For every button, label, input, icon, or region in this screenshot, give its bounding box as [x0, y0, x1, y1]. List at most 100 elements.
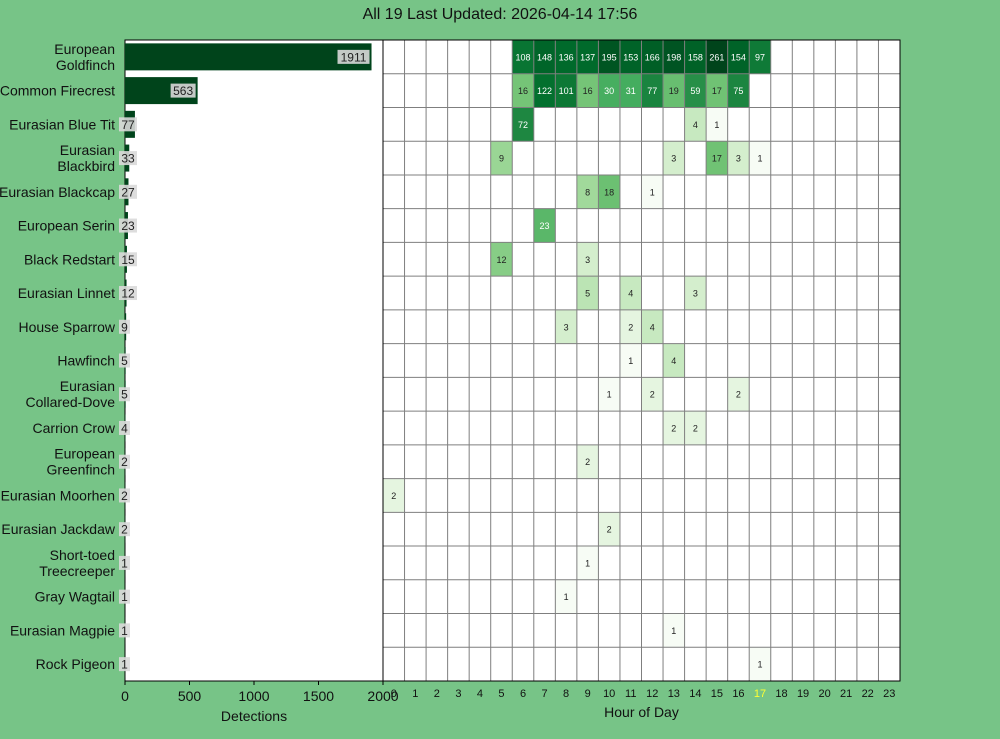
- heatmap-cell: [749, 141, 771, 175]
- bar: [125, 43, 372, 71]
- bar-label-bg: [119, 184, 137, 199]
- category-label: Treecreeper: [39, 563, 115, 579]
- heatmap-cell-label: 166: [645, 52, 660, 62]
- bar-label-bg: [337, 49, 370, 64]
- heatmap-cell-label: 97: [755, 52, 765, 62]
- heatmap-cell: [684, 411, 707, 445]
- heatmap-cell: [533, 208, 556, 243]
- heatmap-cell: [663, 73, 685, 108]
- bar-value-label: 1: [121, 556, 128, 570]
- hour-tick-label: 4: [477, 688, 483, 700]
- heatmap-cell: [576, 40, 599, 74]
- hour-tick-label: 13: [668, 688, 680, 700]
- heatmap-cell-label: 137: [580, 52, 595, 62]
- heatmap-cell: [576, 546, 599, 580]
- hour-tick-label: 19: [797, 688, 809, 700]
- heatmap-x-axis-label: Hour of Day: [604, 704, 679, 720]
- category-label: Carrion Crow: [33, 420, 116, 436]
- heatmap-frame: [382, 39, 901, 682]
- hour-tick-label: 18: [775, 688, 787, 700]
- bar-value-label: 563: [173, 84, 193, 98]
- heatmap-cell-label: 16: [518, 86, 528, 96]
- heatmap-cell-label: 4: [628, 289, 633, 299]
- heatmap-cell: [641, 73, 664, 108]
- bar-value-label: 9: [121, 320, 128, 334]
- hour-tick-label: 7: [542, 688, 548, 700]
- heatmap-cell-label: 154: [731, 52, 746, 62]
- heatmap-cell: [619, 276, 642, 310]
- category-label: Eurasian Magpie: [10, 622, 115, 638]
- heatmap-cell: [684, 276, 707, 310]
- hour-tick-label: 0: [391, 688, 397, 700]
- heatmap-cell-label: 18: [604, 187, 614, 197]
- heatmap-cell-label: 59: [690, 86, 700, 96]
- heatmap-cell: [533, 73, 556, 108]
- hour-tick-label: 14: [689, 688, 701, 700]
- heatmap-cell-label: 4: [671, 356, 676, 366]
- hour-tick-label: 9: [585, 688, 591, 700]
- x-tick-label: 1000: [238, 688, 269, 704]
- heatmap-cell-label: 1: [564, 592, 569, 602]
- heatmap-cell: [576, 276, 599, 310]
- heatmap-cell-label: 19: [669, 86, 679, 96]
- heatmap-cell: [598, 40, 620, 74]
- heatmap-cell-label: 8: [585, 187, 590, 197]
- heatmap-cell: [663, 141, 685, 175]
- category-label: Eurasian: [60, 142, 115, 158]
- heatmap-cell-label: 1: [628, 356, 633, 366]
- heatmap-cell: [576, 444, 599, 479]
- heatmap-cell: [490, 242, 513, 277]
- heatmap-cell: [533, 40, 556, 74]
- heatmap-cell-label: 3: [693, 289, 698, 299]
- bar-value-label: 2: [121, 523, 128, 537]
- heatmap-cell-label: 17: [712, 86, 722, 96]
- hour-tick-label: 1: [412, 688, 418, 700]
- heatmap-cell-label: 261: [709, 52, 724, 62]
- heatmap-cell-label: 72: [518, 120, 528, 130]
- heatmap-cell-label: 1: [714, 120, 719, 130]
- hour-tick-label: 5: [498, 688, 504, 700]
- hour-tick-label: 2: [434, 688, 440, 700]
- heatmap-cell: [555, 579, 577, 614]
- heatmap-cell: [641, 377, 664, 412]
- heatmap-cell: [598, 512, 620, 547]
- heatmap-cell: [576, 242, 599, 277]
- bar-value-label: 4: [121, 421, 128, 435]
- chart-title: All 19 Last Updated: 2026-04-14 17:56: [362, 6, 638, 23]
- heatmap-cell: [619, 40, 642, 74]
- heatmap-cell: [598, 73, 620, 108]
- heatmap-cell-label: 23: [540, 221, 550, 231]
- heatmap-cell: [555, 40, 577, 74]
- bar-value-label: 1: [121, 658, 128, 672]
- bar-value-label: 5: [121, 388, 128, 402]
- x-axis-label: Detections: [221, 708, 287, 724]
- hour-tick-label: 16: [732, 688, 744, 700]
- category-label: Hawfinch: [57, 353, 115, 369]
- bar-value-label: 12: [121, 287, 135, 301]
- bar-label-bg: [119, 353, 130, 368]
- heatmap-cell: [749, 647, 771, 681]
- heatmap-cell-label: 30: [604, 86, 614, 96]
- heatmap-cell-label: 2: [693, 423, 698, 433]
- hour-tick-label: 23: [883, 688, 895, 700]
- heatmap-cell-label: 148: [537, 52, 552, 62]
- bar-label-bg: [119, 623, 130, 638]
- bar-label-bg: [119, 488, 130, 503]
- bar-label-bg: [170, 83, 196, 98]
- heatmap-cell: [641, 174, 664, 209]
- heatmap-cell-label: 2: [607, 525, 612, 535]
- bar-label-bg: [119, 657, 130, 672]
- heatmap-cell-label: 17: [712, 154, 722, 164]
- heatmap-cell: [727, 40, 750, 74]
- bar-label-bg: [119, 387, 130, 402]
- hour-tick-label: 11: [625, 688, 636, 700]
- heatmap-cell-label: 1: [757, 154, 762, 164]
- heatmap-cell: [706, 107, 728, 142]
- bar-value-label: 2: [121, 455, 128, 469]
- heatmap-cell-label: 2: [391, 491, 396, 501]
- heatmap-cell-label: 2: [585, 457, 590, 467]
- heatmap-cell: [663, 40, 685, 74]
- heatmap-cell: [576, 174, 599, 209]
- heatmap-cell: [749, 40, 771, 74]
